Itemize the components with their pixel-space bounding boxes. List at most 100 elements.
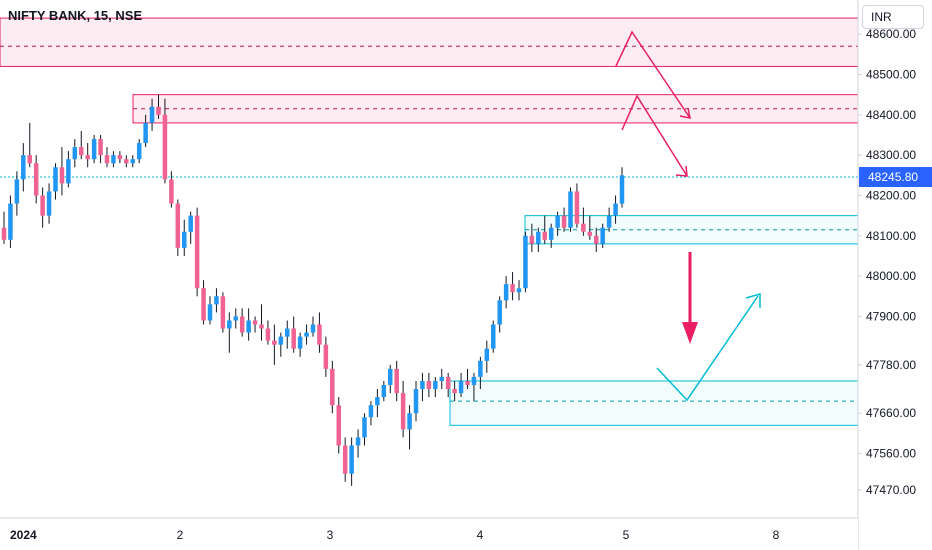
candle-body[interactable]: [503, 284, 509, 301]
candle-body[interactable]: [581, 223, 586, 232]
candle-body[interactable]: [162, 114, 168, 180]
candle-body[interactable]: [310, 324, 316, 333]
candle-body[interactable]: [413, 389, 419, 414]
candle-body[interactable]: [542, 231, 548, 240]
candle-body[interactable]: [510, 284, 515, 293]
candle-body[interactable]: [259, 324, 264, 329]
candle-body[interactable]: [548, 227, 554, 240]
candle-body[interactable]: [246, 320, 251, 333]
candle-body[interactable]: [304, 332, 309, 337]
candle-body[interactable]: [21, 155, 26, 180]
candle-body[interactable]: [8, 203, 13, 240]
candle-body[interactable]: [284, 328, 290, 337]
candle-body[interactable]: [574, 191, 580, 224]
candle-body[interactable]: [355, 437, 361, 446]
candle-body[interactable]: [169, 179, 174, 204]
candle-body[interactable]: [387, 368, 393, 385]
currency-selector[interactable]: INR: [862, 5, 924, 29]
candle-body[interactable]: [14, 179, 20, 204]
candle-body[interactable]: [336, 405, 342, 446]
candle-body[interactable]: [484, 348, 490, 361]
candle-body[interactable]: [124, 159, 129, 164]
candle-body[interactable]: [72, 147, 78, 160]
candle-body[interactable]: [407, 413, 412, 430]
candle-body[interactable]: [78, 147, 84, 156]
candle-body[interactable]: [85, 155, 90, 160]
candle-body[interactable]: [111, 155, 116, 164]
zone-cyan[interactable]: [449, 380, 859, 426]
candle-body[interactable]: [207, 304, 213, 321]
candle-body[interactable]: [330, 368, 335, 406]
candle-body[interactable]: [194, 215, 200, 289]
candle-body[interactable]: [471, 376, 477, 385]
candle-body[interactable]: [46, 191, 52, 216]
candle-body[interactable]: [362, 417, 367, 438]
candle-body[interactable]: [433, 380, 438, 390]
candle-body[interactable]: [175, 203, 181, 248]
candle-body[interactable]: [568, 191, 573, 228]
candle-body[interactable]: [523, 235, 528, 289]
candle-body[interactable]: [349, 445, 354, 474]
candle-body[interactable]: [452, 389, 457, 394]
candle-body[interactable]: [227, 320, 232, 329]
candle-body[interactable]: [342, 445, 348, 474]
candle-body[interactable]: [188, 215, 193, 232]
candle-body[interactable]: [587, 231, 593, 236]
candle-body[interactable]: [490, 324, 496, 349]
candle-body[interactable]: [53, 167, 58, 192]
candle-body[interactable]: [439, 376, 445, 381]
candle-body[interactable]: [136, 143, 142, 160]
candle-body[interactable]: [516, 288, 522, 293]
candle-body[interactable]: [619, 175, 625, 204]
candle-body[interactable]: [606, 215, 612, 228]
candle-body[interactable]: [478, 360, 483, 377]
candle-body[interactable]: [91, 139, 97, 160]
candle-body[interactable]: [201, 288, 206, 321]
candle-body[interactable]: [400, 393, 406, 430]
candle-body[interactable]: [130, 159, 136, 164]
candle-body[interactable]: [323, 344, 329, 369]
candle-body[interactable]: [40, 195, 45, 216]
candle-body[interactable]: [317, 324, 322, 345]
candle-body[interactable]: [59, 167, 65, 184]
candle-body[interactable]: [66, 159, 71, 184]
candle-body[interactable]: [561, 215, 567, 228]
candle-body[interactable]: [600, 227, 605, 244]
candle-body[interactable]: [98, 139, 103, 156]
candle-body[interactable]: [458, 380, 464, 394]
candle-body[interactable]: [149, 106, 155, 123]
candle-body[interactable]: [445, 376, 451, 390]
candle-body[interactable]: [252, 320, 258, 325]
candle-body[interactable]: [181, 231, 187, 248]
candle-body[interactable]: [117, 155, 123, 160]
candle-body[interactable]: [265, 328, 271, 341]
candle-body[interactable]: [555, 215, 560, 228]
zone-cyan[interactable]: [524, 215, 859, 245]
candle-body[interactable]: [156, 106, 161, 115]
candle-body[interactable]: [104, 155, 110, 164]
candle-body[interactable]: [1, 227, 7, 240]
candle-body[interactable]: [426, 380, 432, 390]
candle-body[interactable]: [143, 122, 148, 144]
candle-body[interactable]: [297, 336, 303, 349]
candle-body[interactable]: [593, 235, 599, 244]
zone-pink[interactable]: [0, 17, 859, 67]
candle-body[interactable]: [233, 316, 239, 321]
candle-body[interactable]: [375, 397, 380, 406]
candle-body[interactable]: [497, 300, 502, 325]
candle-body[interactable]: [272, 340, 277, 345]
candle-body[interactable]: [368, 405, 374, 418]
candle-body[interactable]: [465, 380, 470, 385]
candle-body[interactable]: [239, 316, 245, 333]
candle-body[interactable]: [381, 385, 387, 398]
candle-body[interactable]: [536, 231, 541, 244]
candle-body[interactable]: [220, 296, 226, 329]
candle-body[interactable]: [33, 163, 39, 196]
candle-body[interactable]: [278, 336, 284, 345]
candle-body[interactable]: [27, 155, 33, 164]
candle-body[interactable]: [214, 296, 219, 305]
candle-body[interactable]: [291, 328, 296, 349]
candle-body[interactable]: [613, 203, 618, 216]
candle-body[interactable]: [394, 368, 399, 394]
